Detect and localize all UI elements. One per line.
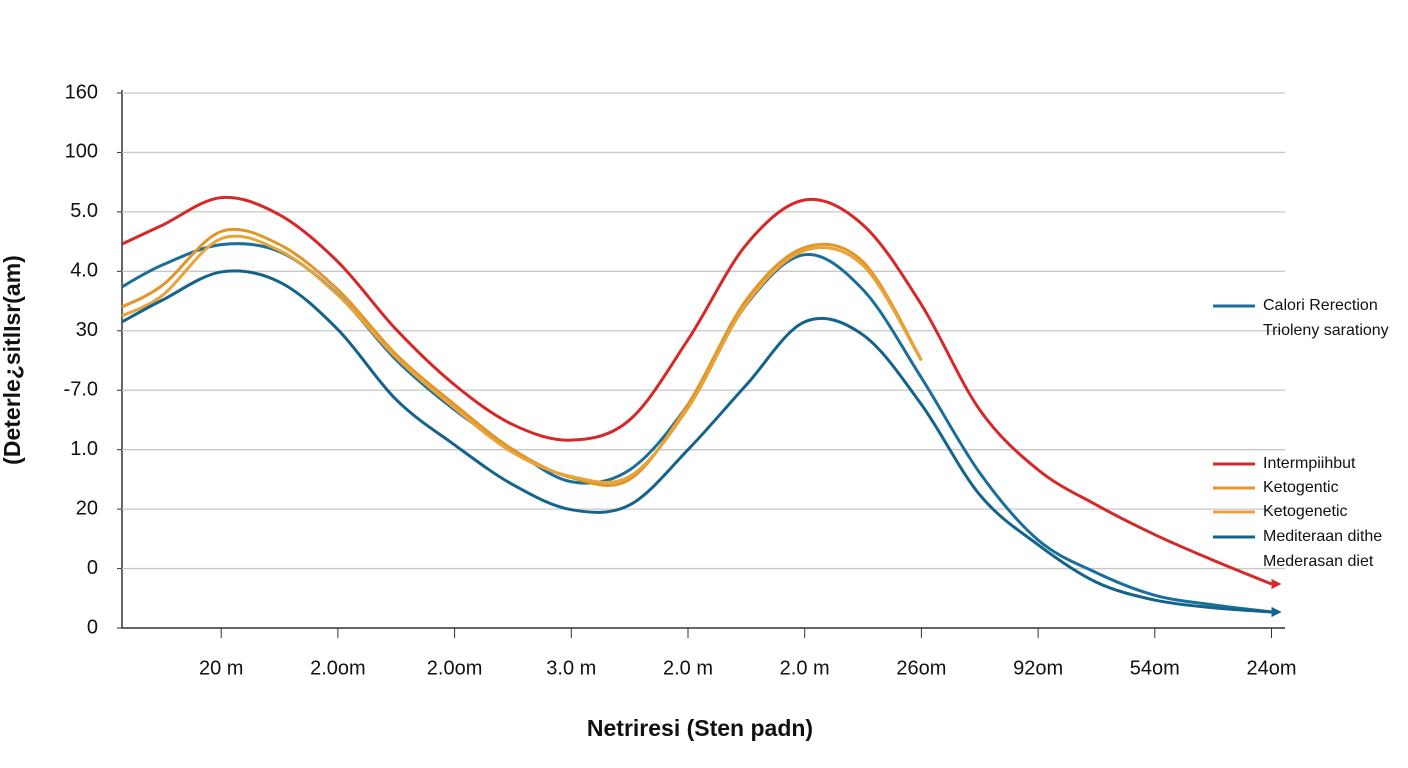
- x-tick-label: 54om: [1130, 657, 1180, 679]
- legend-note: Trioleny sarationy: [1263, 322, 1389, 339]
- y-tick-label: 0: [87, 557, 98, 579]
- series-line: [121, 195, 1273, 586]
- x-tick-label: 2.0 m: [663, 657, 713, 679]
- arrow-head: [1271, 606, 1282, 617]
- series-line: [121, 234, 923, 484]
- y-tick-label: 30: [76, 319, 98, 341]
- y-tick-label: 1.0: [70, 438, 98, 460]
- legend-label: Calori Rerection: [1263, 297, 1378, 314]
- x-tick-label: 26om: [896, 657, 946, 679]
- x-tick-label: 92om: [1013, 657, 1063, 679]
- x-tick-label: 20 m: [199, 657, 243, 679]
- y-axis-label: (Deterle¿sitlIsr(am): [0, 255, 25, 465]
- arrow-head: [1271, 579, 1282, 590]
- y-tick-label: 160: [65, 81, 98, 103]
- legend-label: Intermpiihbut: [1263, 455, 1356, 472]
- x-tick-label: 2.0 m: [780, 657, 830, 679]
- x-tick-label: 24om: [1246, 657, 1296, 679]
- legend-label: Ketogenetic: [1263, 503, 1348, 520]
- x-axis-label: Netriresi (Sten padn): [587, 715, 813, 741]
- y-tick-label: -7.0: [64, 379, 98, 401]
- x-tick-label: 2.0om: [427, 657, 483, 679]
- legend-note: Mederasan diet: [1263, 553, 1374, 570]
- series-line: [121, 227, 923, 487]
- y-tick-label: 20: [76, 497, 98, 519]
- legend-label: Ketogentic: [1263, 479, 1339, 496]
- series-line: [121, 269, 1272, 614]
- y-tick-label: 0: [87, 616, 98, 638]
- y-tick-label: 4.0: [70, 260, 98, 282]
- y-tick-label: 5.0: [70, 200, 98, 222]
- x-tick-label: 2.0om: [310, 657, 366, 679]
- y-tick-label: 100: [65, 141, 98, 163]
- x-tick-label: 3.0 m: [546, 657, 596, 679]
- legend-label: Mediteraan dithe: [1263, 528, 1382, 545]
- series-line: [121, 242, 1272, 614]
